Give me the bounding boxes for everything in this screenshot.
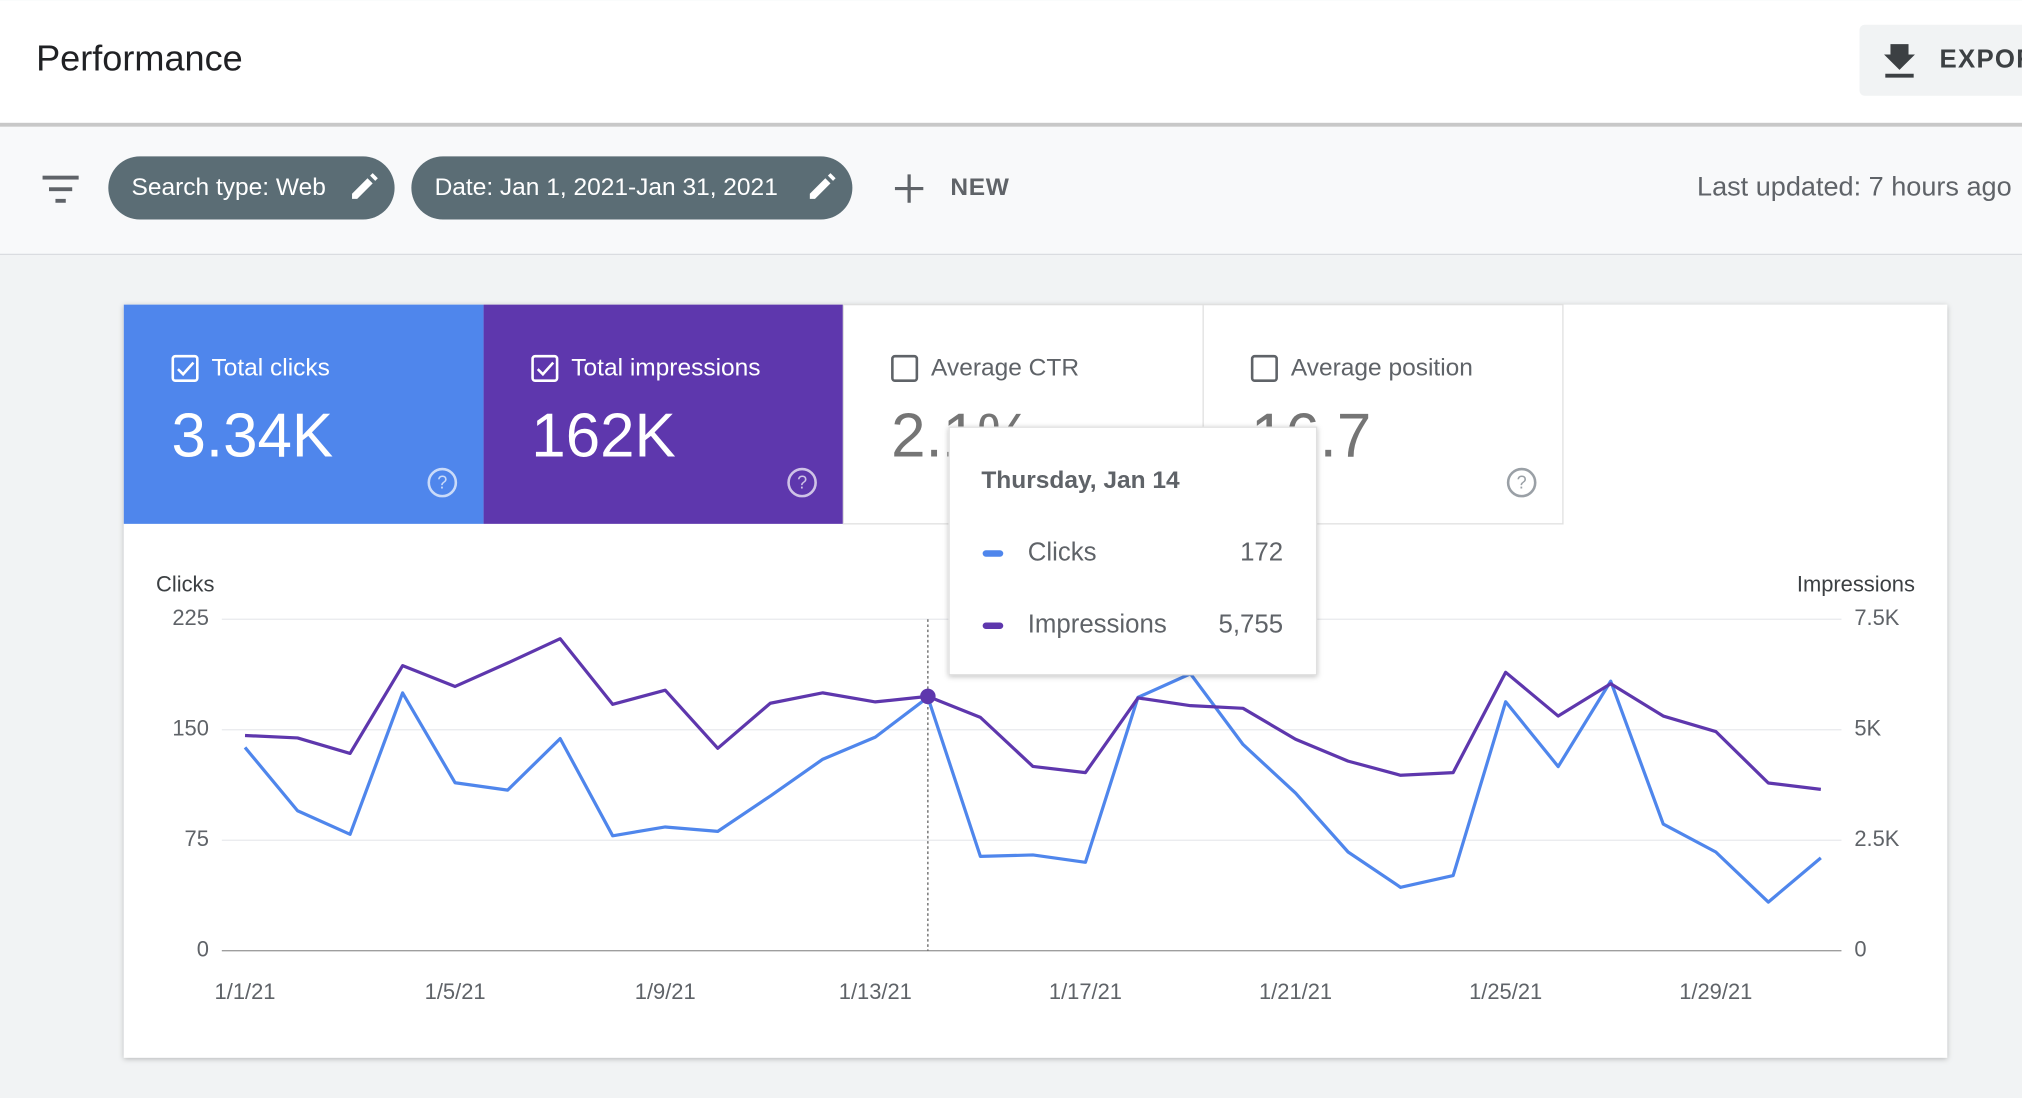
filter-line[interactable]: [49, 187, 73, 192]
y2-tick-label: 0: [1854, 936, 1866, 961]
export-button[interactable]: EXPORT: [1859, 24, 2022, 96]
chip-bg[interactable]: [411, 156, 853, 220]
page-title: Performance: [36, 37, 243, 78]
y2-tick-label: 2.5K: [1854, 826, 1899, 851]
y-tick-label: 0: [197, 936, 209, 961]
metric-label[interactable]: Total impressions: [571, 355, 760, 382]
chip[interactable]: Date: Jan 1, 2021-Jan 31, 2021: [411, 156, 853, 220]
help-icon[interactable]: [427, 467, 458, 498]
metric-label[interactable]: Average CTR: [931, 355, 1079, 382]
x-tick-label: 1/5/21: [425, 979, 486, 1004]
y-axis-title: Clicks: [156, 572, 214, 597]
checkbox[interactable]: [531, 354, 559, 383]
checkbox[interactable]: [891, 354, 919, 383]
x-tick-label: 1/29/21: [1679, 979, 1752, 1004]
x-tick-label: 1/1/21: [215, 979, 276, 1004]
tooltip-value: 5,755: [1219, 611, 1284, 639]
tile-bg[interactable]: [123, 304, 484, 524]
help-icon[interactable]: [1506, 467, 1537, 498]
header: [0, 0, 2022, 125]
hover-point: [920, 688, 936, 705]
new-filter-button[interactable]: NEW: [894, 174, 1010, 203]
y-tick-label: 150: [172, 716, 209, 741]
tooltip-swatch: [982, 550, 1004, 557]
help-mark[interactable]: ?: [797, 473, 807, 493]
x-tick-label: 1/13/21: [839, 979, 912, 1004]
metric-label[interactable]: Total clicks: [211, 355, 329, 382]
metric-value[interactable]: 3.34K: [172, 401, 334, 470]
x-tick-label: 1/25/21: [1469, 979, 1542, 1004]
chip-label[interactable]: Date: Jan 1, 2021-Jan 31, 2021: [435, 174, 778, 201]
tooltip-box: [948, 426, 1318, 676]
series-line: [243, 672, 1822, 904]
chip[interactable]: Search type: Web: [108, 156, 395, 220]
y-tick-label: 225: [172, 605, 209, 630]
filter-icon[interactable]: [42, 175, 79, 203]
tooltip-title: Thursday, Jan 14: [981, 467, 1180, 494]
new-label[interactable]: NEW: [950, 174, 1009, 201]
checkbox[interactable]: [171, 354, 199, 383]
chart: Clicks Impressions 0 75 150 225 0 2.5K 5K 7.5K 1/1…: [156, 572, 1915, 1004]
tile-bg[interactable]: [483, 304, 844, 524]
edit-icon[interactable]: [352, 173, 378, 199]
filter-line[interactable]: [55, 198, 66, 203]
export-bg[interactable]: [1859, 24, 2022, 96]
metric-tile[interactable]: Total impressions 162K?: [483, 304, 844, 524]
y2-tick-label: 5K: [1854, 716, 1881, 741]
x-tick-label: 1/17/21: [1049, 979, 1122, 1004]
help-mark[interactable]: ?: [437, 473, 447, 493]
y-tick-label: 75: [185, 826, 209, 851]
export-label[interactable]: EXPORT: [1939, 46, 2022, 74]
x-tick-label: 1/21/21: [1259, 979, 1332, 1004]
tooltip-swatch: [982, 622, 1004, 629]
tooltip-value: 172: [1240, 538, 1283, 566]
y2-axis-title: Impressions: [1797, 572, 1915, 597]
y2-tick-label: 7.5K: [1854, 605, 1899, 630]
series-line: [244, 637, 1822, 792]
metric-tiles: Total clicks 3.34K? Total impressions 162K?…: [123, 303, 1564, 525]
last-updated: Last updated: 7 hours ago: [1697, 171, 2012, 202]
checkmark[interactable]: [177, 361, 195, 377]
tooltip: Thursday, Jan 14 Clicks 172 Impressions 5,75…: [948, 426, 1318, 676]
header-shadow: [0, 122, 2022, 127]
metric-value[interactable]: 162K: [531, 401, 676, 470]
tooltip-name: Clicks: [1028, 538, 1097, 566]
tooltip-name: Impressions: [1028, 611, 1167, 639]
help-mark[interactable]: ?: [1517, 473, 1527, 493]
chip-label[interactable]: Search type: Web: [132, 174, 326, 201]
metric-label[interactable]: Average position: [1291, 355, 1473, 382]
checkbox[interactable]: [1250, 354, 1278, 383]
metric-tile[interactable]: Total clicks 3.34K?: [123, 304, 484, 524]
chip-bg[interactable]: [108, 156, 395, 220]
download-icon[interactable]: [1884, 44, 1915, 78]
filter-line[interactable]: [42, 175, 79, 180]
edit-icon[interactable]: [809, 173, 836, 199]
plus-icon[interactable]: [894, 174, 924, 203]
x-tick-label: 1/9/21: [635, 979, 696, 1004]
checkmark[interactable]: [536, 361, 555, 377]
help-icon[interactable]: [787, 467, 817, 498]
